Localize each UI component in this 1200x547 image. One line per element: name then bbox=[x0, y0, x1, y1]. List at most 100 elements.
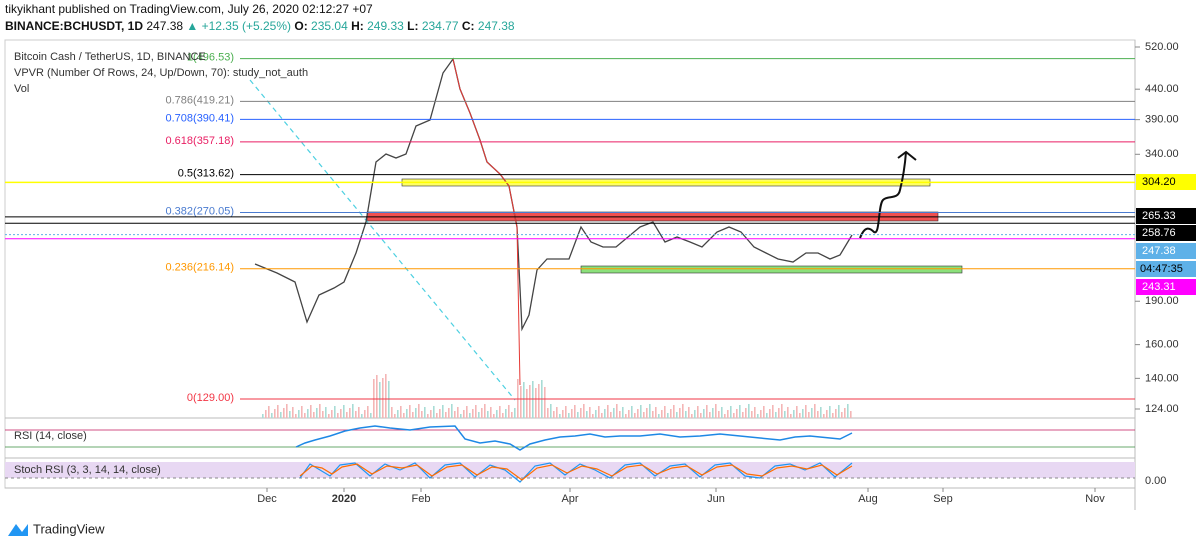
volume-bar bbox=[844, 408, 846, 418]
volume-bar bbox=[526, 389, 528, 418]
volume-bar bbox=[505, 409, 507, 418]
volume-bar bbox=[562, 410, 564, 418]
countdown: 04:47:35 bbox=[1140, 263, 1183, 275]
volume-bar bbox=[754, 407, 756, 418]
volume-bar bbox=[463, 410, 465, 418]
volume-bar bbox=[769, 409, 771, 418]
header-field: 235.04 bbox=[311, 19, 348, 33]
volume-bar bbox=[523, 382, 525, 418]
price-badge bbox=[1136, 208, 1196, 224]
volume-bar bbox=[538, 384, 540, 418]
volume-bar bbox=[490, 407, 492, 418]
volume-bar bbox=[448, 408, 450, 418]
volume-bar bbox=[787, 407, 789, 418]
volume-bar bbox=[748, 404, 750, 418]
volume-bar bbox=[529, 385, 531, 418]
volume-bar bbox=[643, 412, 645, 418]
volume-bar bbox=[715, 404, 717, 418]
price-tick-label: 340.00 bbox=[1145, 148, 1179, 160]
volume-bar bbox=[712, 408, 714, 418]
time-label: Dec bbox=[257, 493, 277, 505]
volume-bar bbox=[520, 386, 522, 418]
price-tick-label: 124.00 bbox=[1145, 403, 1179, 415]
volume-bar bbox=[271, 413, 273, 418]
price-tick-label: 440.00 bbox=[1145, 83, 1179, 95]
volume-bar bbox=[691, 414, 693, 418]
volume-bar bbox=[583, 404, 585, 418]
volume-bar bbox=[709, 412, 711, 418]
volume-bar bbox=[544, 387, 546, 418]
volume-bar bbox=[418, 404, 420, 418]
volume-bar bbox=[622, 407, 624, 418]
volume-bar bbox=[802, 409, 804, 418]
indicator-label: Stoch RSI (3, 3, 14, 14, close) bbox=[14, 464, 161, 476]
price-badge-label: 265.33 bbox=[1142, 210, 1176, 222]
volume-bar bbox=[613, 408, 615, 418]
volume-bar bbox=[745, 408, 747, 418]
volume-bar bbox=[415, 408, 417, 418]
volume-bar bbox=[766, 413, 768, 418]
volume-bar bbox=[571, 409, 573, 418]
volume-bar bbox=[454, 411, 456, 418]
volume-bar bbox=[580, 408, 582, 418]
volume-bar bbox=[757, 414, 759, 418]
volume-bar bbox=[847, 404, 849, 418]
volume-bar bbox=[355, 411, 357, 418]
volume-bar bbox=[607, 405, 609, 418]
volume-bar bbox=[508, 405, 510, 418]
volume-bar bbox=[703, 409, 705, 418]
fib-label: 0.5(313.62) bbox=[178, 168, 234, 180]
volume-bar bbox=[502, 413, 504, 418]
volume-bar bbox=[475, 405, 477, 418]
volume-bar bbox=[406, 409, 408, 418]
price-badge bbox=[1136, 174, 1196, 190]
volume-bar bbox=[265, 410, 267, 418]
volume-bar bbox=[832, 413, 834, 418]
volume-bar bbox=[445, 412, 447, 418]
price-badge bbox=[1136, 243, 1196, 259]
price-tick-label: 520.00 bbox=[1145, 41, 1179, 53]
volume-bar bbox=[796, 406, 798, 418]
price-wick bbox=[452, 58, 521, 386]
volume-bar bbox=[397, 410, 399, 418]
volume-bar bbox=[496, 410, 498, 418]
volume-bar bbox=[838, 405, 840, 418]
volume-bar bbox=[319, 404, 321, 418]
volume-bar bbox=[799, 413, 801, 418]
volume-bar bbox=[376, 375, 378, 418]
legend-entry: Vol bbox=[14, 83, 29, 95]
volume-bar bbox=[442, 405, 444, 418]
volume-bar bbox=[328, 414, 330, 418]
time-label: Sep bbox=[933, 493, 953, 505]
volume-bar bbox=[433, 406, 435, 418]
volume-bar bbox=[811, 408, 813, 418]
price-tick-label: 190.00 bbox=[1145, 295, 1179, 307]
fib-label: 0.618(357.18) bbox=[166, 135, 235, 147]
volume-bar bbox=[472, 409, 474, 418]
volume-bar bbox=[793, 410, 795, 418]
volume-bar bbox=[487, 411, 489, 418]
volume-bars bbox=[262, 374, 852, 418]
volume-bar bbox=[730, 406, 732, 418]
time-label: Apr bbox=[561, 493, 578, 505]
header-field: 247.38 bbox=[478, 19, 515, 33]
volume-bar bbox=[286, 404, 288, 418]
volume-bar bbox=[304, 413, 306, 418]
volume-bar bbox=[775, 412, 777, 418]
volume-bar bbox=[826, 410, 828, 418]
volume-bar bbox=[688, 407, 690, 418]
volume-bar bbox=[685, 411, 687, 418]
price-tick-label: 160.00 bbox=[1145, 339, 1179, 351]
volume-bar bbox=[394, 414, 396, 418]
header-field: 234.77 bbox=[422, 19, 459, 33]
volume-bar bbox=[391, 407, 393, 418]
volume-bar bbox=[619, 411, 621, 418]
volume-bar bbox=[268, 406, 270, 418]
volume-bar bbox=[370, 413, 372, 418]
price-badge bbox=[1136, 225, 1196, 241]
volume-bar bbox=[565, 406, 567, 418]
logo bbox=[8, 524, 28, 536]
volume-bar bbox=[385, 374, 387, 418]
volume-bar bbox=[436, 413, 438, 418]
